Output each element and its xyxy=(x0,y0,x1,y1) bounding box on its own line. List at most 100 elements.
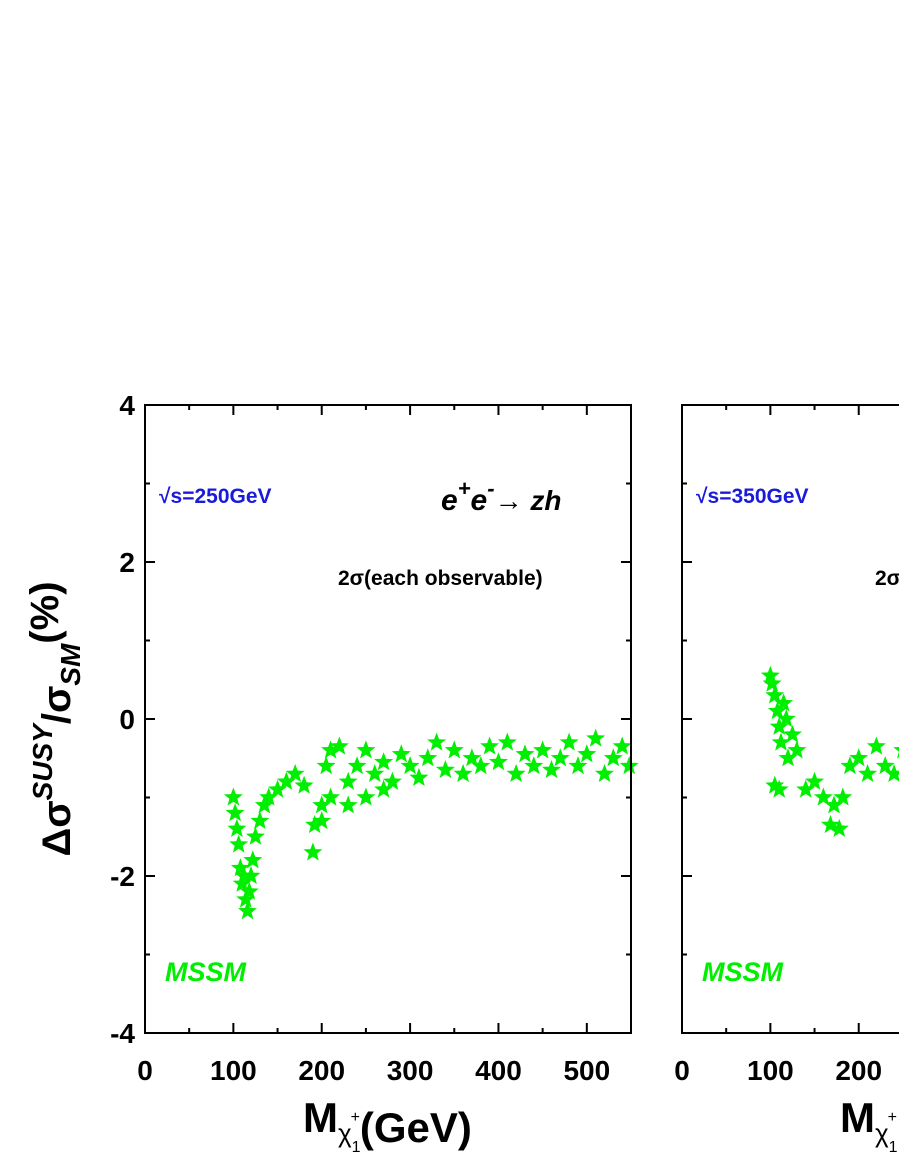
x-label-part: (GeV) xyxy=(897,1104,899,1151)
x-label-part: χ xyxy=(338,1118,352,1148)
process-part: - xyxy=(487,476,494,501)
x-tick-label: 200 xyxy=(835,1055,882,1086)
star-point xyxy=(619,756,639,775)
star-point xyxy=(559,732,579,751)
star-point xyxy=(329,736,349,755)
y-label-part: SUSY xyxy=(27,722,58,801)
star-point xyxy=(771,732,791,751)
star-point xyxy=(612,736,632,755)
x-tick-label: 500 xyxy=(563,1055,610,1086)
star-point xyxy=(316,756,336,775)
x-label-part: 1 xyxy=(352,1139,361,1156)
star-point xyxy=(765,775,785,794)
star-point xyxy=(497,732,517,751)
star-point xyxy=(778,748,798,767)
star-point xyxy=(568,756,588,775)
star-point xyxy=(762,673,782,692)
star-point xyxy=(893,747,899,759)
star-point xyxy=(250,811,270,830)
star-point xyxy=(840,756,860,775)
star-point xyxy=(347,756,367,775)
star-point xyxy=(409,767,429,786)
star-point xyxy=(765,685,785,704)
star-point xyxy=(813,787,833,806)
series-label: MSSM xyxy=(702,957,784,987)
y-tick-label: 0 xyxy=(119,704,135,735)
star-point xyxy=(356,787,376,806)
y-tick-label: 4 xyxy=(119,390,135,421)
star-point xyxy=(515,744,535,763)
star-point xyxy=(230,858,250,877)
star-point xyxy=(268,779,288,798)
star-point xyxy=(849,748,869,767)
star-point xyxy=(374,752,394,771)
star-point xyxy=(769,716,789,735)
process-part: → zh xyxy=(495,485,562,516)
star-point xyxy=(805,771,825,790)
star-point xyxy=(506,764,526,782)
x-tick-label: 0 xyxy=(674,1055,690,1086)
x-label-part: 1 xyxy=(889,1139,898,1156)
star-point xyxy=(243,850,263,869)
star-point xyxy=(356,740,376,759)
star-point xyxy=(391,744,411,763)
star-point xyxy=(418,748,438,767)
y-label-part: Δσ xyxy=(35,800,79,856)
x-tick-label: 400 xyxy=(475,1055,522,1086)
star-point xyxy=(829,818,849,837)
energy-label: √s=250GeV xyxy=(159,485,272,508)
star-point xyxy=(234,866,254,885)
x-label-part: (GeV) xyxy=(360,1104,472,1151)
star-point xyxy=(239,881,259,900)
star-point xyxy=(858,764,878,782)
star-point xyxy=(241,866,261,885)
x-label-part: M xyxy=(840,1094,875,1141)
star-point xyxy=(550,748,570,767)
star-point xyxy=(760,665,780,684)
y-tick-label: -2 xyxy=(110,861,135,892)
star-point xyxy=(276,771,296,790)
y-axis-label: ΔσSUSY/σSM(%) xyxy=(23,581,86,856)
star-point xyxy=(586,728,606,747)
star-point xyxy=(321,740,341,759)
star-point xyxy=(776,709,796,728)
star-point xyxy=(577,744,597,763)
process-label: e+e-→ zh xyxy=(441,476,561,517)
star-point xyxy=(542,760,561,779)
star-point xyxy=(238,901,257,920)
star-point xyxy=(524,756,544,775)
star-point xyxy=(866,736,886,755)
note: 2σ(each observable) xyxy=(875,567,899,590)
x-axis-label: Mχ1 +(GeV) xyxy=(303,1094,472,1156)
process-part: + xyxy=(458,476,471,501)
x-axis-label: Mχ1 +(GeV) xyxy=(840,1094,899,1156)
star-point xyxy=(245,826,265,845)
star-point xyxy=(480,736,500,755)
star-point xyxy=(312,811,332,830)
star-point xyxy=(603,748,623,767)
star-point xyxy=(427,732,447,751)
star-point xyxy=(365,764,385,782)
y-label-part: SM xyxy=(55,643,86,686)
star-point xyxy=(321,787,341,806)
star-point xyxy=(232,873,252,892)
star-point xyxy=(824,795,844,814)
x-tick-label: 100 xyxy=(210,1055,257,1086)
y-tick-label: 2 xyxy=(119,547,135,578)
star-point xyxy=(595,764,614,782)
y-tick-label: -4 xyxy=(110,1018,135,1049)
process-part: e xyxy=(471,484,488,517)
star-point xyxy=(225,803,245,822)
x-tick-label: 100 xyxy=(747,1055,794,1086)
star-point xyxy=(312,795,332,814)
star-point xyxy=(884,764,899,782)
x-label-part: + xyxy=(351,1109,360,1126)
x-tick-label: 0 xyxy=(137,1055,153,1086)
star-point xyxy=(305,815,325,834)
x-label-part: + xyxy=(888,1109,897,1126)
star-point xyxy=(833,787,853,806)
